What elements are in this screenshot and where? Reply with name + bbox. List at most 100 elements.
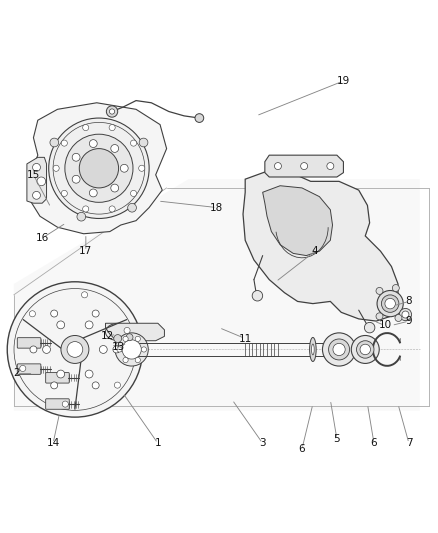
Text: 15: 15 bbox=[27, 170, 40, 180]
Circle shape bbox=[85, 370, 93, 378]
Circle shape bbox=[357, 341, 374, 358]
Circle shape bbox=[61, 140, 67, 146]
Text: 8: 8 bbox=[406, 296, 412, 306]
Circle shape bbox=[72, 154, 80, 161]
Circle shape bbox=[111, 184, 119, 192]
Text: 12: 12 bbox=[101, 332, 114, 341]
Text: 4: 4 bbox=[312, 246, 318, 256]
Circle shape bbox=[85, 321, 93, 329]
Circle shape bbox=[67, 342, 83, 357]
Circle shape bbox=[120, 164, 128, 172]
Ellipse shape bbox=[310, 337, 316, 361]
Circle shape bbox=[135, 358, 141, 362]
Circle shape bbox=[327, 163, 334, 169]
Text: 16: 16 bbox=[35, 233, 49, 243]
Circle shape bbox=[72, 175, 80, 183]
Circle shape bbox=[333, 343, 345, 356]
Circle shape bbox=[131, 140, 137, 146]
Circle shape bbox=[83, 125, 89, 131]
FancyBboxPatch shape bbox=[46, 373, 69, 383]
Polygon shape bbox=[263, 185, 332, 256]
Circle shape bbox=[79, 149, 119, 188]
Circle shape bbox=[113, 346, 120, 353]
Text: 18: 18 bbox=[210, 203, 223, 213]
Circle shape bbox=[30, 346, 37, 353]
Circle shape bbox=[376, 313, 383, 320]
Text: 6: 6 bbox=[299, 444, 305, 454]
Text: 19: 19 bbox=[337, 76, 350, 86]
Circle shape bbox=[328, 339, 350, 360]
FancyBboxPatch shape bbox=[17, 364, 41, 374]
Circle shape bbox=[351, 335, 379, 364]
Text: 17: 17 bbox=[79, 246, 92, 256]
Circle shape bbox=[50, 138, 59, 147]
Text: 14: 14 bbox=[46, 438, 60, 448]
Polygon shape bbox=[106, 323, 164, 341]
Circle shape bbox=[77, 212, 86, 221]
Circle shape bbox=[32, 191, 40, 199]
Circle shape bbox=[53, 165, 59, 171]
Text: 1: 1 bbox=[155, 438, 161, 448]
Polygon shape bbox=[243, 171, 398, 321]
Circle shape bbox=[381, 295, 399, 312]
Circle shape bbox=[114, 335, 122, 343]
Circle shape bbox=[61, 335, 89, 364]
Circle shape bbox=[275, 163, 282, 169]
Circle shape bbox=[126, 334, 133, 341]
Circle shape bbox=[123, 336, 128, 342]
Circle shape bbox=[117, 347, 122, 352]
Circle shape bbox=[124, 327, 130, 334]
Circle shape bbox=[92, 310, 99, 317]
Circle shape bbox=[131, 190, 137, 197]
Text: 10: 10 bbox=[378, 320, 392, 330]
Text: 9: 9 bbox=[406, 316, 412, 326]
Circle shape bbox=[32, 164, 40, 171]
FancyBboxPatch shape bbox=[17, 338, 41, 348]
Polygon shape bbox=[14, 179, 420, 410]
Circle shape bbox=[139, 165, 145, 171]
Circle shape bbox=[128, 204, 136, 212]
Circle shape bbox=[61, 190, 67, 197]
Text: 7: 7 bbox=[406, 438, 412, 448]
Circle shape bbox=[135, 336, 141, 342]
Circle shape bbox=[141, 347, 147, 352]
Circle shape bbox=[111, 144, 119, 152]
Circle shape bbox=[399, 309, 412, 321]
Circle shape bbox=[300, 163, 307, 169]
Circle shape bbox=[29, 311, 35, 317]
Circle shape bbox=[62, 401, 68, 407]
Circle shape bbox=[37, 177, 46, 185]
Circle shape bbox=[360, 344, 371, 354]
Circle shape bbox=[392, 285, 399, 292]
Ellipse shape bbox=[311, 344, 314, 355]
Circle shape bbox=[385, 298, 396, 309]
Circle shape bbox=[123, 358, 128, 362]
Circle shape bbox=[99, 345, 107, 353]
Circle shape bbox=[395, 314, 402, 321]
Polygon shape bbox=[265, 155, 343, 177]
Text: 3: 3 bbox=[259, 438, 266, 448]
Circle shape bbox=[81, 292, 88, 298]
Circle shape bbox=[51, 310, 58, 317]
Circle shape bbox=[49, 118, 149, 219]
FancyBboxPatch shape bbox=[46, 399, 69, 409]
Circle shape bbox=[7, 282, 143, 417]
Circle shape bbox=[122, 340, 141, 359]
Circle shape bbox=[109, 206, 115, 212]
Circle shape bbox=[252, 290, 263, 301]
Circle shape bbox=[106, 106, 118, 117]
Circle shape bbox=[402, 311, 409, 318]
Text: 11: 11 bbox=[239, 334, 252, 344]
Circle shape bbox=[57, 370, 65, 378]
Circle shape bbox=[322, 333, 356, 366]
Circle shape bbox=[114, 382, 120, 388]
Circle shape bbox=[51, 382, 58, 389]
Circle shape bbox=[20, 366, 26, 372]
Circle shape bbox=[92, 382, 99, 389]
Circle shape bbox=[364, 322, 375, 333]
Circle shape bbox=[376, 287, 383, 294]
Circle shape bbox=[42, 345, 50, 353]
Circle shape bbox=[195, 114, 204, 123]
Circle shape bbox=[83, 206, 89, 212]
Polygon shape bbox=[29, 103, 166, 234]
